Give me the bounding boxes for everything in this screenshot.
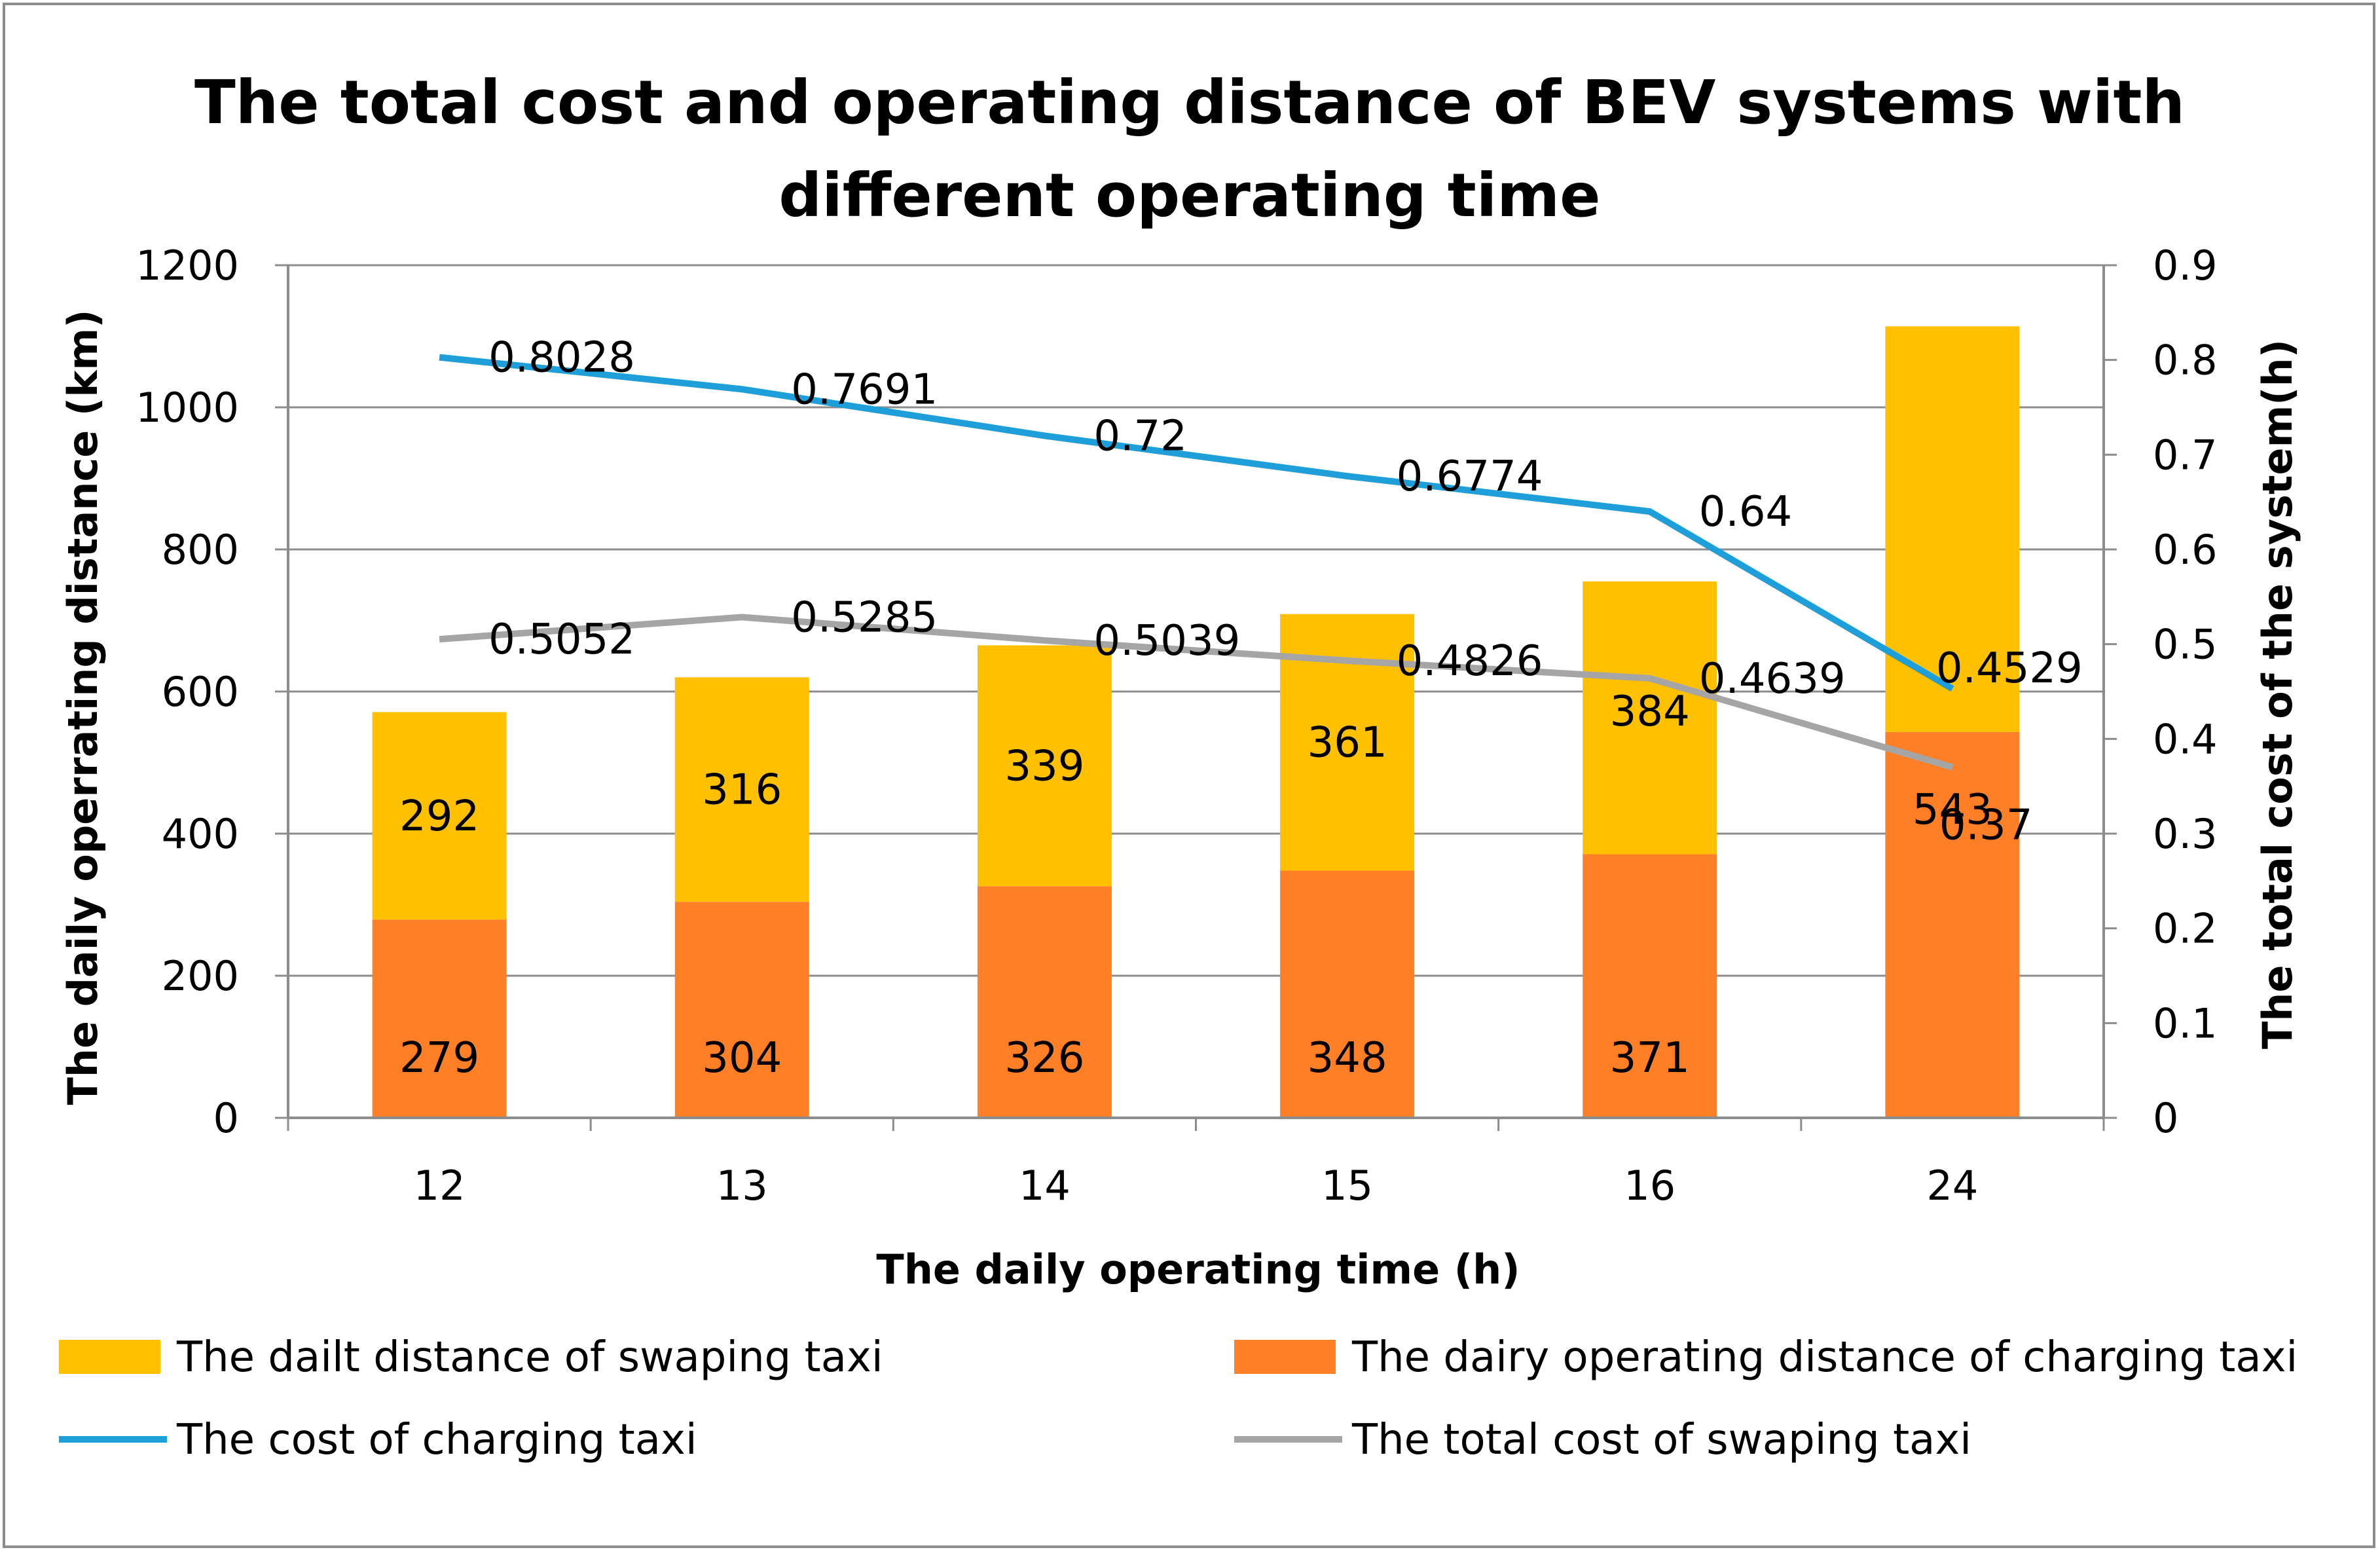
line-data-label: 0.7691 xyxy=(791,365,938,414)
y2-tick-label: 0.1 xyxy=(2153,999,2218,1047)
y2-tick-label: 0.9 xyxy=(2153,242,2218,289)
bar-data-label: 543 xyxy=(1913,786,1992,834)
line-data-label: 0.5039 xyxy=(1093,617,1240,665)
line-data-label: 0.4639 xyxy=(1699,655,1846,703)
bar-data-label: 348 xyxy=(1308,1034,1387,1082)
gridlines xyxy=(288,264,2104,977)
legend-label: The cost of charging taxi xyxy=(176,1416,697,1464)
bar-data-label: 384 xyxy=(1610,688,1690,736)
x-tick-label: 13 xyxy=(716,1162,768,1210)
line-data-label: 0.8028 xyxy=(488,334,635,382)
bar-charging-14 xyxy=(977,886,1112,1118)
y2-tick-label: 0.4 xyxy=(2153,715,2218,763)
bar-data-label: 304 xyxy=(702,1034,782,1082)
line-data-label: 0.37 xyxy=(1939,802,2033,850)
bar-swaping-14 xyxy=(977,645,1112,887)
line-data-label: 0.5285 xyxy=(791,593,938,642)
y2-tick-label: 0 xyxy=(2153,1094,2178,1142)
legend-label: The dairy operating distance of charging… xyxy=(1351,1333,2298,1382)
y2-axis-label: The total cost of the system(h) xyxy=(2254,339,2301,1049)
line-data-label: 0.72 xyxy=(1093,412,1187,460)
bar-data-label: 326 xyxy=(1004,1034,1084,1082)
bar-data-label: 361 xyxy=(1308,719,1387,767)
bar-charging-16 xyxy=(1583,854,1717,1118)
y-tick-label: 0 xyxy=(213,1094,239,1142)
axes: 0 200 400 600 800 1000 1200 0 0.1 0.2 0.3 0.4 0.5 0.6… xyxy=(136,242,2217,1210)
y-tick-label: 200 xyxy=(162,952,239,1000)
x-tick-label: 24 xyxy=(1926,1162,1978,1210)
legend-label: The total cost of swaping taxi xyxy=(1351,1416,1971,1464)
x-tick-label: 12 xyxy=(414,1162,466,1210)
y2-tick-label: 0.8 xyxy=(2153,337,2218,384)
y-axis-label: The daily operrating distance (km) xyxy=(59,310,107,1105)
bars xyxy=(372,326,2020,1118)
line-data-label: 0.4826 xyxy=(1397,637,1543,686)
line-data-label: 0.6774 xyxy=(1397,453,1543,501)
legend-swatch xyxy=(1234,1340,1336,1374)
bar-charging-24 xyxy=(1885,731,2020,1118)
bar-swaping-16 xyxy=(1583,581,1717,855)
y-tick-label: 800 xyxy=(162,526,239,574)
legend-label: The dailt distance of swaping taxi xyxy=(176,1333,883,1382)
lines xyxy=(439,354,1954,771)
bar-charging-12 xyxy=(372,919,507,1118)
bar-data-label: 292 xyxy=(399,792,479,841)
line-data-label: 0.5052 xyxy=(488,616,635,664)
bar-charging-13 xyxy=(674,902,809,1118)
bar-swaping-13 xyxy=(674,677,809,902)
line-data-label: 0.64 xyxy=(1699,488,1793,536)
line-data-label: 0.4529 xyxy=(1936,644,2083,693)
y-tick-label: 1000 xyxy=(136,384,239,432)
bar-data-label: 316 xyxy=(702,766,782,815)
x-axis-label: The daily operating time (h) xyxy=(876,1246,1520,1293)
x-tick-label: 14 xyxy=(1019,1162,1071,1210)
y-tick-label: 1200 xyxy=(136,242,239,289)
bar-data-label: 371 xyxy=(1610,1034,1690,1082)
bar-charging-15 xyxy=(1280,870,1415,1118)
data-labels: 279 304 326 348 371 543 292 316 339 361 384 0.8028 0… xyxy=(399,334,2083,1082)
y-tick-label: 400 xyxy=(162,810,239,858)
y2-tick-label: 0.5 xyxy=(2153,621,2218,669)
chart-title-line-1: The total cost and operating distance of… xyxy=(194,67,2185,138)
line-cost-charging xyxy=(439,354,1954,692)
legend-swatch xyxy=(59,1340,160,1374)
legend: The dailt distance of swaping taxi The da… xyxy=(59,1333,2298,1464)
bar-swaping-12 xyxy=(372,712,507,920)
y2-tick-label: 0.3 xyxy=(2153,810,2218,858)
y2-tick-label: 0.6 xyxy=(2153,526,2218,574)
bar-data-label: 339 xyxy=(1004,742,1084,790)
chart-title-line-2: different operating time xyxy=(778,160,1600,231)
y-tick-label: 600 xyxy=(162,668,239,716)
x-tick-label: 15 xyxy=(1321,1162,1373,1210)
line-cost-swaping xyxy=(439,614,1954,771)
x-tick-label: 16 xyxy=(1624,1162,1675,1210)
y2-tick-label: 0.2 xyxy=(2153,905,2218,953)
bar-data-label: 279 xyxy=(399,1034,479,1082)
y2-tick-label: 0.7 xyxy=(2153,431,2218,479)
